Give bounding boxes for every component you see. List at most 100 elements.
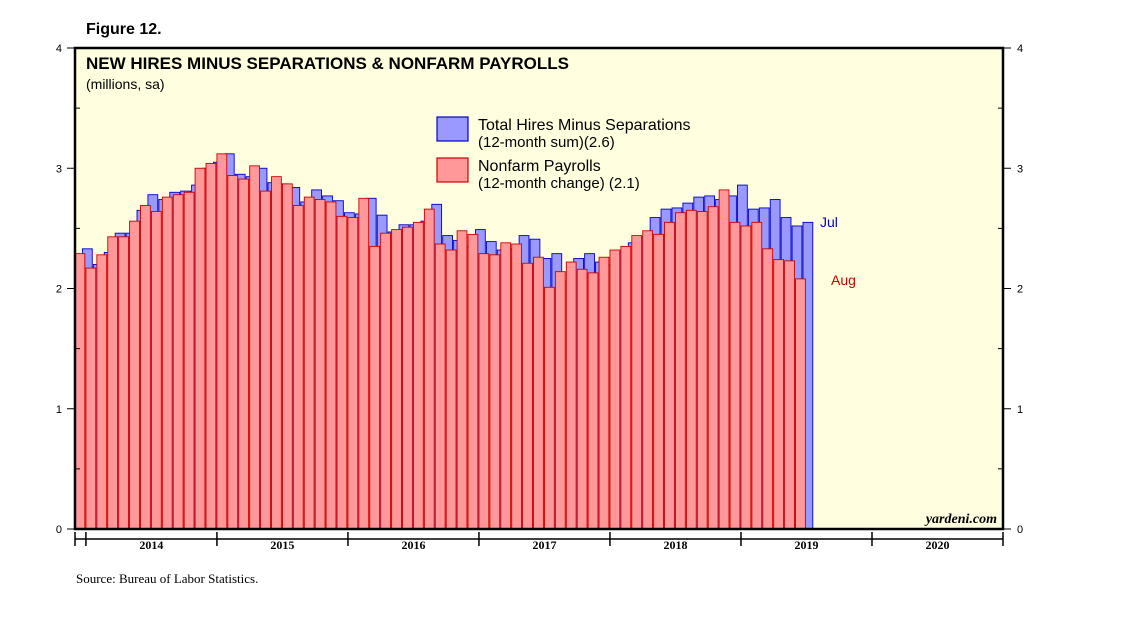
bar-payrolls — [533, 256, 544, 530]
chart-subtitle: (millions, sa) — [86, 76, 165, 92]
bar-payrolls — [456, 230, 468, 530]
bar-payrolls — [292, 205, 304, 530]
watermark: yardeni.com — [924, 512, 997, 527]
bar-payrolls — [205, 162, 217, 530]
xtick-label: 2014 — [139, 538, 163, 552]
bar-payrolls — [522, 262, 533, 530]
end-label-aug: Aug — [831, 272, 856, 288]
bar-payrolls — [642, 230, 653, 530]
xtick-label: 2020 — [925, 538, 949, 552]
legend-payrolls-line2: (12-month change) (2.1) — [478, 175, 640, 192]
bar-payrolls — [172, 194, 184, 530]
end-label-jul: Jul — [820, 214, 838, 230]
bar-payrolls — [751, 221, 763, 530]
chart-title: NEW HIRES MINUS SEPARATIONS & NONFARM PA… — [86, 54, 569, 73]
bar-payrolls — [609, 249, 621, 530]
ytick-label-right: 3 — [1017, 163, 1023, 175]
bar-payrolls — [391, 229, 402, 530]
legend-swatch-hires — [436, 116, 469, 142]
x-axis: 2014 2015 2016 2017 2018 2019 2020 — [74, 532, 1004, 552]
bar-payrolls — [554, 271, 566, 530]
xtick-label: 2016 — [401, 538, 425, 552]
bar-payrolls — [740, 225, 752, 530]
bar-payrolls — [150, 211, 162, 530]
bar-payrolls — [402, 226, 413, 530]
figure-label: Figure 12. — [86, 21, 162, 38]
bar-payrolls — [118, 236, 129, 530]
ytick-label-left: 2 — [56, 284, 62, 296]
bar-payrolls — [347, 217, 359, 530]
bar-payrolls — [784, 260, 795, 530]
bar-payrolls — [718, 189, 730, 530]
bar-payrolls — [140, 205, 151, 530]
bar-payrolls — [107, 236, 119, 530]
xtick-label: 2018 — [663, 538, 687, 552]
bar-payrolls — [413, 221, 424, 530]
bar-payrolls — [500, 242, 512, 530]
bar-payrolls — [511, 243, 522, 530]
ytick-label-right: 2 — [1017, 284, 1023, 296]
bar-payrolls — [696, 211, 708, 530]
bar-payrolls — [194, 167, 206, 530]
bar-payrolls — [227, 175, 239, 530]
bar-payrolls — [314, 199, 326, 530]
bar-payrolls — [249, 165, 260, 530]
bar-payrolls — [489, 254, 501, 530]
bar-payrolls — [183, 191, 195, 530]
bar-payrolls — [565, 261, 577, 530]
xtick-label: 2015 — [270, 538, 294, 552]
ytick-label-left: 3 — [56, 163, 62, 175]
ytick-label-right: 0 — [1017, 524, 1023, 536]
bar-payrolls — [653, 233, 664, 530]
legend-hires-line1: Total Hires Minus Separations — [478, 117, 691, 134]
bar-payrolls — [631, 235, 643, 530]
bar-payrolls — [271, 176, 282, 530]
bar-payrolls — [729, 221, 741, 530]
ytick-label-left: 0 — [56, 524, 62, 536]
bar-payrolls — [587, 272, 599, 530]
bar-payrolls — [762, 248, 774, 530]
bar-payrolls — [161, 196, 173, 530]
bar-payrolls — [478, 253, 490, 530]
bar-payrolls — [129, 220, 140, 530]
ytick-label-left: 4 — [56, 43, 62, 55]
bar-payrolls — [336, 215, 348, 530]
bar-payrolls — [707, 206, 719, 530]
ytick-label-left: 1 — [56, 404, 62, 416]
y-axes: 0 0 1 1 2 2 3 3 4 4 — [56, 43, 1023, 536]
xtick-label: 2017 — [532, 538, 556, 552]
bar-payrolls — [260, 190, 271, 530]
bar-payrolls — [85, 267, 97, 530]
bar-payrolls — [598, 256, 610, 530]
source-note: Source: Bureau of Labor Statistics. — [76, 571, 258, 586]
bar-payrolls — [664, 221, 675, 530]
legend-hires-line2: (12-month sum)(2.6) — [478, 134, 615, 151]
bar-payrolls — [434, 243, 446, 530]
bar-payrolls — [620, 245, 632, 530]
bar-payrolls — [423, 208, 435, 530]
bar-payrolls — [281, 183, 293, 530]
bar-payrolls — [216, 153, 228, 530]
bar-payrolls — [303, 196, 315, 530]
legend-payrolls-line1: Nonfarm Payrolls — [478, 158, 601, 175]
bar-payrolls — [96, 254, 108, 530]
bar-payrolls — [467, 233, 479, 530]
xtick-label: 2019 — [794, 538, 818, 552]
bar-payrolls — [576, 268, 588, 530]
bar-payrolls — [238, 178, 250, 530]
ytick-label-right: 4 — [1017, 43, 1023, 55]
bar-payrolls — [358, 197, 370, 530]
bar-payrolls — [445, 249, 457, 530]
bar-payrolls — [685, 209, 697, 530]
legend-swatch-payrolls — [436, 157, 469, 183]
bar-payrolls — [380, 232, 391, 530]
bar-payrolls — [675, 212, 686, 530]
bar-payrolls — [369, 245, 381, 530]
bar-payrolls — [544, 286, 555, 530]
bar-payrolls — [325, 201, 337, 530]
bar-payrolls — [773, 259, 785, 530]
ytick-label-right: 1 — [1017, 404, 1023, 416]
legend: Total Hires Minus Separations (12-month … — [436, 116, 691, 192]
bar-payrolls — [74, 253, 86, 530]
